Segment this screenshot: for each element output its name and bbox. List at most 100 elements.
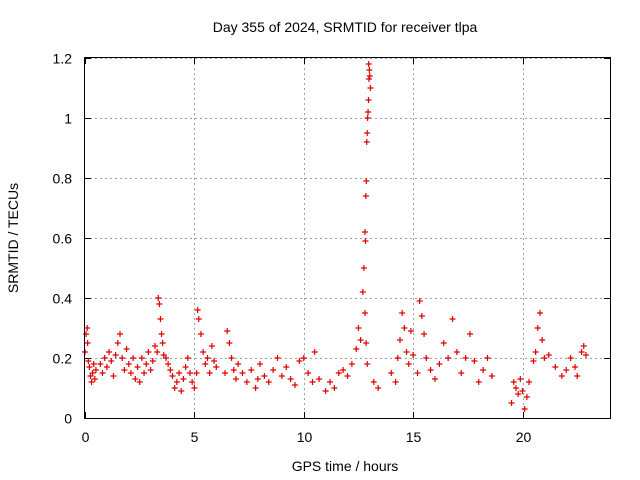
data-point <box>230 367 237 373</box>
data-point <box>136 379 143 385</box>
data-point <box>316 376 323 382</box>
data-point <box>138 355 145 361</box>
data-point <box>191 385 198 391</box>
data-point <box>243 379 250 385</box>
data-point <box>176 370 183 376</box>
data-point <box>92 367 99 373</box>
data-point <box>414 370 421 376</box>
data-point <box>180 376 187 382</box>
data-point <box>169 373 176 379</box>
data-point <box>239 370 246 376</box>
data-point <box>165 361 172 367</box>
data-points <box>82 61 589 412</box>
data-point <box>235 361 242 367</box>
data-point <box>155 295 162 301</box>
data-point <box>85 358 92 364</box>
data-point <box>141 370 148 376</box>
data-point <box>462 355 469 361</box>
data-point <box>340 367 347 373</box>
data-point <box>202 361 209 367</box>
data-point <box>184 355 191 361</box>
data-point <box>537 310 543 316</box>
data-point <box>578 349 585 355</box>
data-point <box>228 355 235 361</box>
data-point <box>357 337 364 343</box>
data-point <box>261 373 268 379</box>
data-point <box>123 346 130 352</box>
y-axis-label: SRMTID / TECUs <box>5 183 21 293</box>
data-point <box>278 373 285 379</box>
data-point <box>86 364 93 370</box>
data-point <box>363 178 370 184</box>
data-point <box>403 349 410 355</box>
data-point <box>114 340 121 346</box>
data-point <box>488 373 495 379</box>
data-point <box>132 376 139 382</box>
data-point <box>355 325 362 331</box>
data-point <box>519 388 526 394</box>
data-point <box>265 379 272 385</box>
grid <box>85 58 610 418</box>
data-point <box>158 331 165 337</box>
data-point <box>558 373 565 379</box>
data-point <box>130 355 137 361</box>
data-point <box>427 367 434 373</box>
data-point <box>99 370 106 376</box>
data-point <box>353 346 360 352</box>
data-point <box>512 385 519 391</box>
data-point <box>296 358 303 364</box>
data-point <box>305 370 312 376</box>
data-point <box>197 331 204 337</box>
y-tick-label: 0.8 <box>53 171 73 187</box>
data-point <box>484 355 491 361</box>
data-point <box>125 361 132 367</box>
data-point <box>200 349 207 355</box>
data-point <box>365 109 372 115</box>
data-point <box>394 355 401 361</box>
data-point <box>405 361 412 367</box>
data-point <box>574 373 581 379</box>
data-point <box>157 316 164 322</box>
data-point <box>152 343 158 349</box>
x-tick-labels: 0 5 10 15 20 <box>82 429 532 445</box>
data-point <box>257 361 263 367</box>
data-point <box>532 349 539 355</box>
data-point <box>204 355 211 361</box>
data-point <box>471 358 478 364</box>
data-point <box>526 379 533 385</box>
data-point <box>335 370 342 376</box>
data-point <box>127 370 134 376</box>
data-point <box>182 364 189 370</box>
data-point <box>193 370 200 376</box>
axis-ticks <box>85 58 610 419</box>
data-point <box>418 313 425 319</box>
data-point <box>392 379 399 385</box>
data-point <box>440 340 447 346</box>
data-point <box>365 76 372 82</box>
data-point <box>397 337 403 343</box>
data-point <box>162 355 169 361</box>
y-tick-label: 0 <box>64 411 72 427</box>
data-point <box>252 385 259 391</box>
data-point <box>436 361 443 367</box>
plot-frame <box>84 57 611 419</box>
data-point <box>189 379 196 385</box>
data-point <box>101 355 108 361</box>
data-point <box>363 139 370 145</box>
data-point <box>213 364 220 370</box>
data-point <box>97 361 104 367</box>
data-point <box>91 376 98 382</box>
x-axis-label: GPS time / hours <box>292 458 399 474</box>
data-point <box>364 130 371 136</box>
data-point <box>119 355 126 361</box>
data-point <box>572 364 578 370</box>
data-point <box>360 265 367 271</box>
data-point <box>580 343 587 349</box>
data-point <box>154 349 161 355</box>
data-point <box>134 364 141 370</box>
data-point <box>375 385 382 391</box>
data-point <box>270 367 277 373</box>
data-point <box>563 367 570 373</box>
data-point <box>300 355 307 361</box>
data-point <box>322 388 329 394</box>
